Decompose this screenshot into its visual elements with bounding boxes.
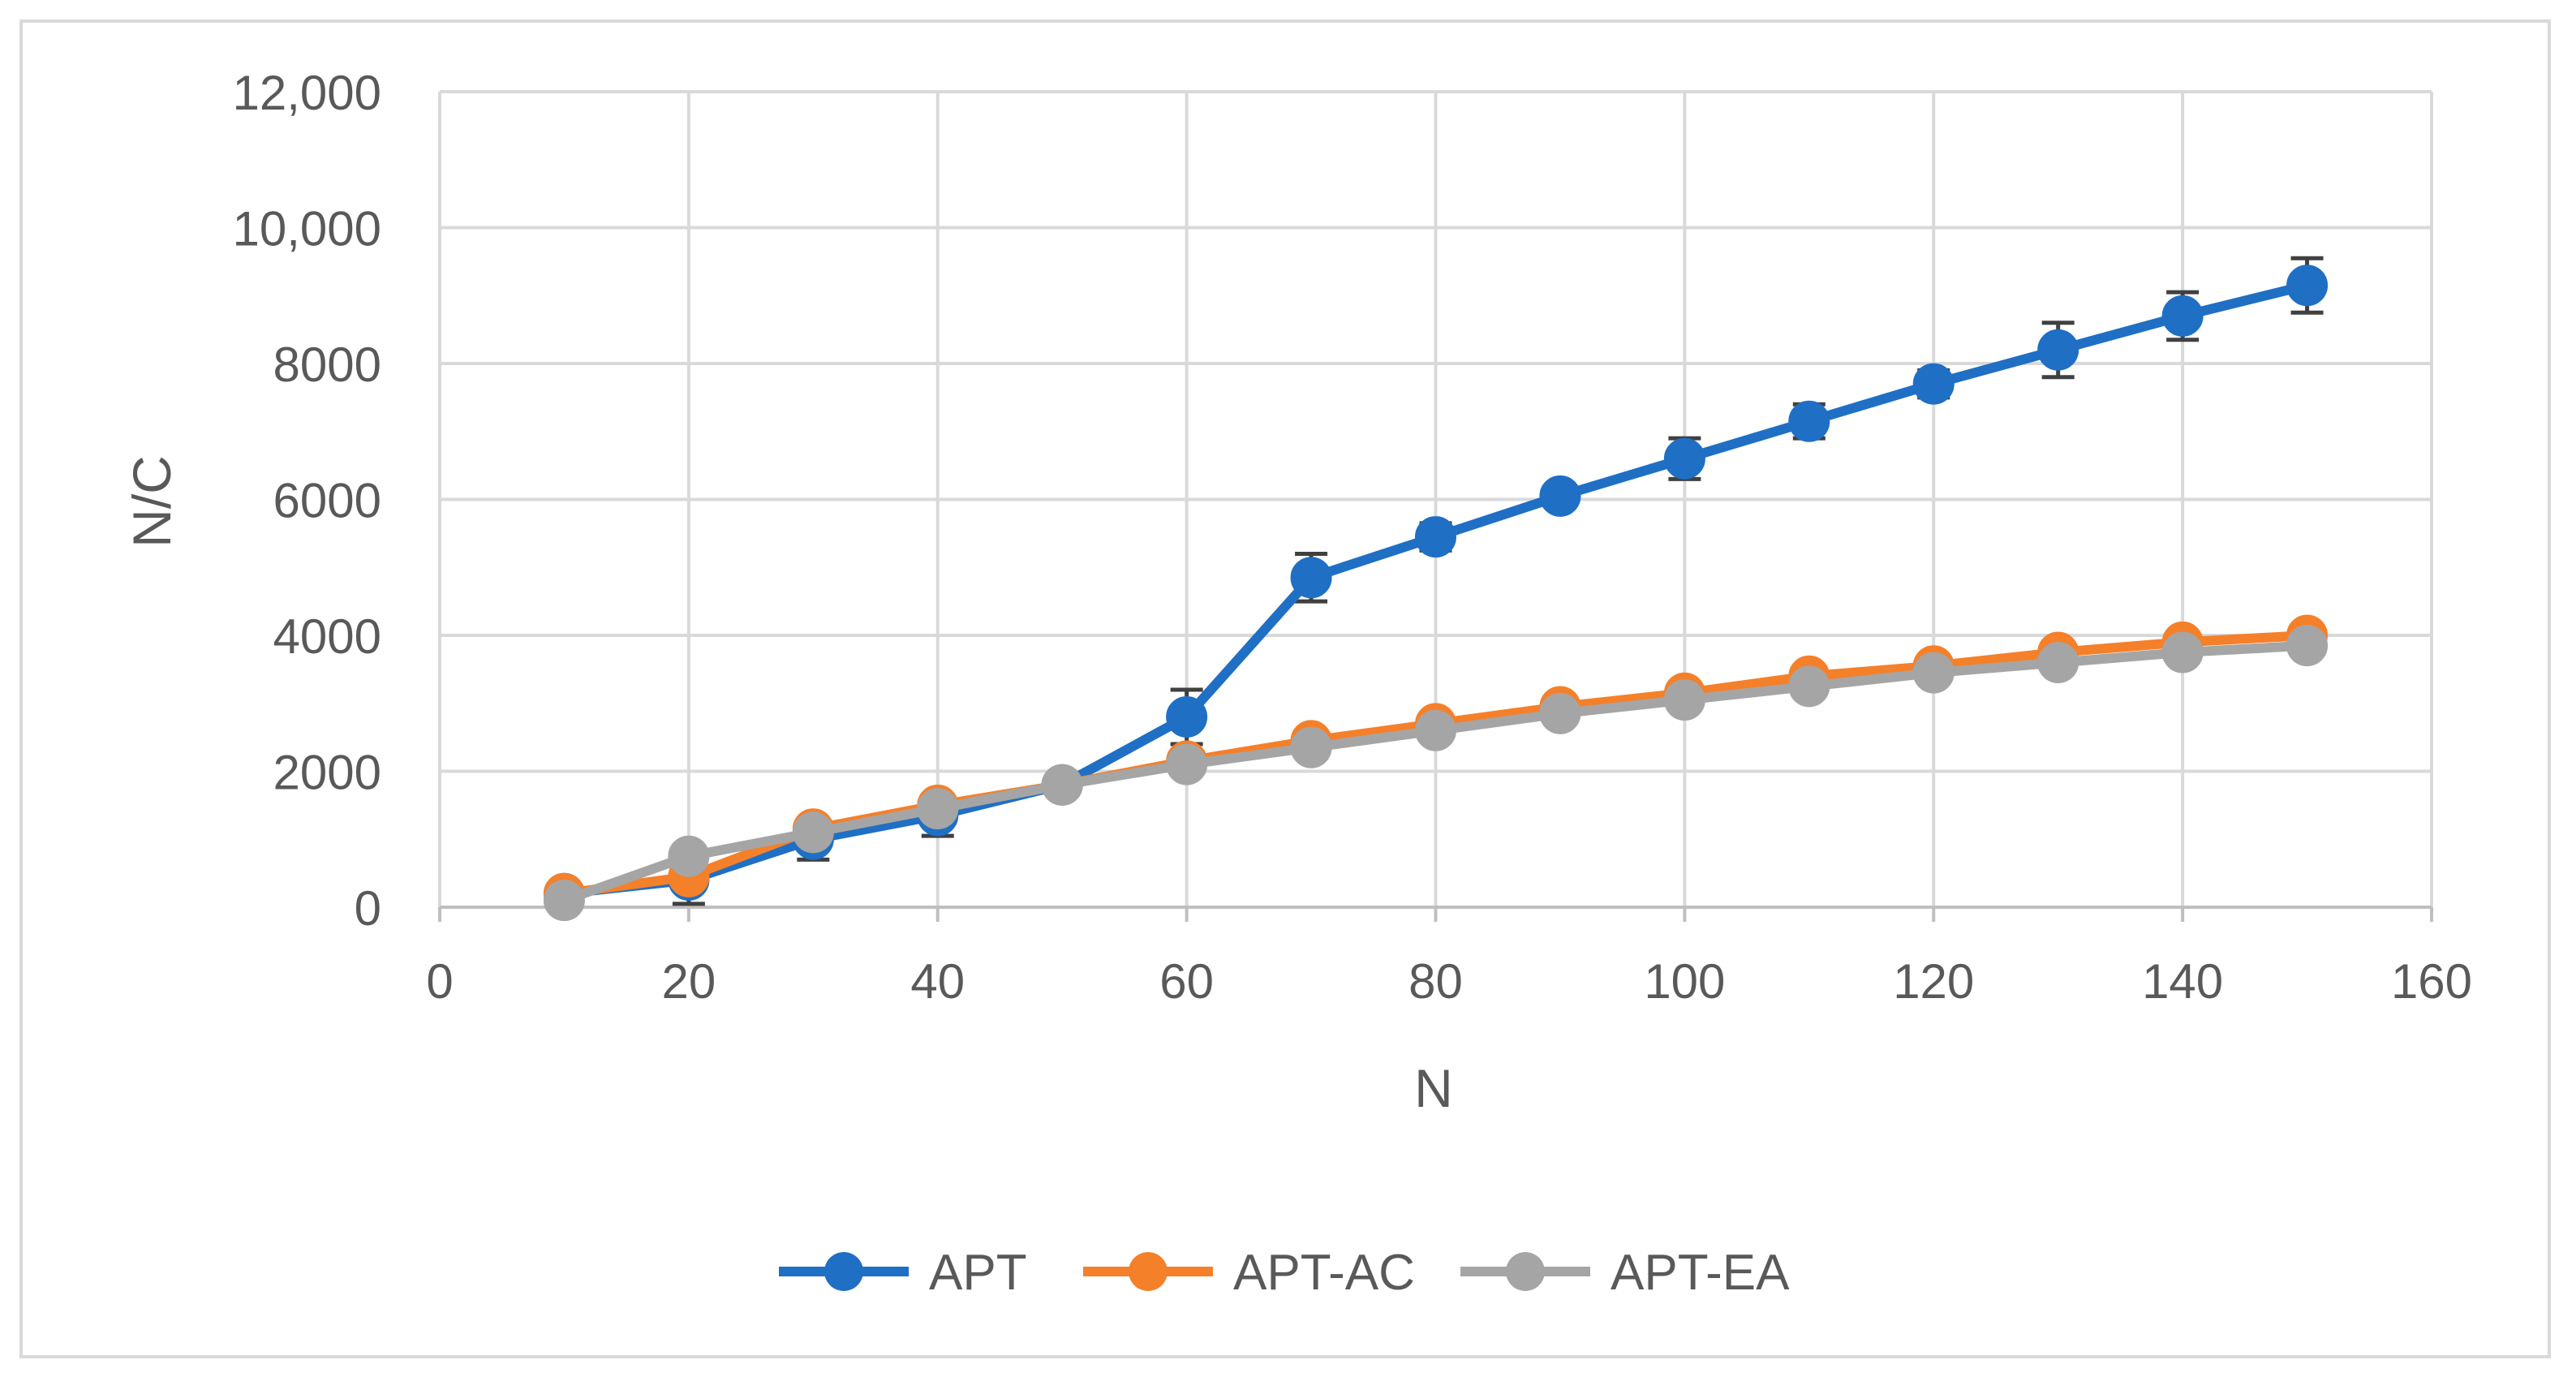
x-tick-label: 80 bbox=[1408, 954, 1463, 1009]
y-tick-label: 12,000 bbox=[232, 66, 381, 120]
legend-item-apt-ea: APT-EA bbox=[1460, 1245, 1790, 1301]
x-tick-label: 160 bbox=[2391, 954, 2472, 1009]
legend-label: APT bbox=[929, 1245, 1027, 1301]
data-point bbox=[2161, 631, 2204, 673]
y-axis-title: N/C bbox=[122, 455, 182, 548]
legend-marker bbox=[1506, 1252, 1545, 1291]
x-axis-title: N bbox=[1414, 1058, 1453, 1118]
legend: APT APT-AC APT-EA bbox=[779, 1245, 1790, 1301]
x-tick-label: 20 bbox=[662, 954, 716, 1009]
legend-marker bbox=[824, 1252, 863, 1291]
data-point bbox=[1788, 665, 1830, 708]
data-point bbox=[1788, 400, 1830, 442]
legend-label: APT-EA bbox=[1611, 1245, 1790, 1301]
x-tick-label: 0 bbox=[426, 954, 453, 1009]
legend-label: APT-AC bbox=[1233, 1245, 1415, 1301]
y-tick-label: 6000 bbox=[273, 474, 381, 528]
data-point bbox=[543, 880, 585, 922]
y-tick-label: 0 bbox=[355, 881, 381, 936]
x-tick-label: 140 bbox=[2142, 954, 2223, 1009]
legend-marker bbox=[1129, 1252, 1168, 1291]
x-tick-label: 60 bbox=[1159, 954, 1214, 1009]
data-point bbox=[1539, 475, 1581, 517]
data-point bbox=[1415, 516, 1456, 558]
data-point bbox=[1166, 743, 1208, 785]
data-point bbox=[1415, 709, 1456, 751]
legend-item-apt-ac: APT-AC bbox=[1083, 1245, 1415, 1301]
legend-item-apt: APT bbox=[779, 1245, 1027, 1301]
data-point bbox=[2161, 295, 2204, 337]
data-point bbox=[917, 788, 959, 830]
y-tick-label: 10,000 bbox=[232, 202, 381, 256]
series-apt-ea bbox=[543, 625, 2329, 922]
data-point bbox=[2037, 642, 2079, 683]
data-point bbox=[2037, 329, 2079, 371]
data-point bbox=[1663, 437, 1705, 480]
x-tick-label: 120 bbox=[1893, 954, 1974, 1009]
data-point bbox=[792, 811, 834, 854]
tick-labels: 0 20 40 60 80 100 120 140 160 0 2000 4000 6000 8000 10… bbox=[232, 66, 2472, 1009]
data-point bbox=[1041, 764, 1083, 806]
data-point bbox=[1539, 692, 1581, 734]
data-point bbox=[1912, 652, 1955, 694]
data-point bbox=[1663, 679, 1705, 721]
data-point bbox=[1290, 557, 1332, 599]
y-tick-label: 2000 bbox=[273, 746, 381, 800]
data-point bbox=[1912, 363, 1955, 405]
data-point bbox=[1290, 726, 1332, 768]
y-tick-label: 4000 bbox=[273, 609, 381, 664]
gridlines bbox=[438, 90, 2433, 909]
x-tick-label: 100 bbox=[1644, 954, 1725, 1009]
y-tick-label: 8000 bbox=[273, 338, 381, 392]
x-tick-label: 40 bbox=[910, 954, 965, 1009]
series-lines bbox=[543, 256, 2329, 922]
data-point bbox=[1166, 696, 1208, 738]
data-point bbox=[668, 835, 710, 877]
data-point bbox=[2286, 265, 2329, 307]
axes bbox=[438, 906, 2433, 922]
data-point bbox=[2286, 625, 2329, 667]
